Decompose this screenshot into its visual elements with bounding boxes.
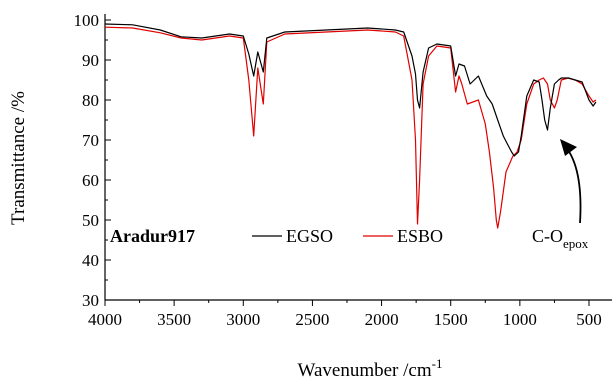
y-tick-label: 50: [82, 211, 99, 230]
series-layer: [104, 23, 597, 229]
x-axis-title: Wavenumber /cm-1: [298, 356, 443, 381]
y-axis-title: Transmittance /%: [8, 91, 29, 225]
x-tick-label: 3000: [226, 310, 260, 329]
y-tick-label: 60: [82, 171, 99, 190]
x-tick-label: 500: [576, 310, 602, 329]
y-tick-label: 100: [74, 11, 100, 30]
x-axis-title-main: Wavenumber /cm: [298, 360, 432, 381]
x-tick-label: 3500: [157, 310, 191, 329]
legend-title: Aradur917: [110, 226, 195, 246]
annotation-label-subscript: epox: [563, 236, 589, 251]
y-tick-label: 30: [82, 291, 99, 310]
legend-label-egso: EGSO: [286, 226, 333, 246]
x-axis-title-superscript: -1: [432, 356, 443, 371]
x-tick-label: 1500: [434, 310, 468, 329]
x-tick-label: 4000: [88, 310, 122, 329]
x-axis-ticks: 4000 3500 3000 2500 2000 1500 1000 500: [88, 300, 602, 329]
series-line-egso: [104, 23, 597, 157]
annotation-arrow-line: [567, 149, 582, 224]
y-tick-label: 70: [82, 131, 99, 150]
annotation-arrowhead: [560, 139, 577, 156]
y-tick-label: 80: [82, 91, 99, 110]
annotation-label-main: C-O: [532, 226, 563, 246]
annotation-c-o-epox: C-Oepox: [532, 139, 589, 251]
y-tick-label: 40: [82, 251, 99, 270]
legend: Aradur917 EGSO ESBO: [110, 226, 443, 246]
legend-label-esbo: ESBO: [397, 226, 443, 246]
series-line-esbo: [104, 26, 597, 229]
x-tick-label: 2500: [295, 310, 329, 329]
y-axis-ticks: 30 40 50 60 70 80 90 100: [74, 11, 111, 310]
annotation-label: C-Oepox: [532, 226, 589, 251]
y-tick-label: 90: [82, 51, 99, 70]
x-tick-label: 1000: [503, 310, 537, 329]
x-tick-label: 2000: [365, 310, 399, 329]
